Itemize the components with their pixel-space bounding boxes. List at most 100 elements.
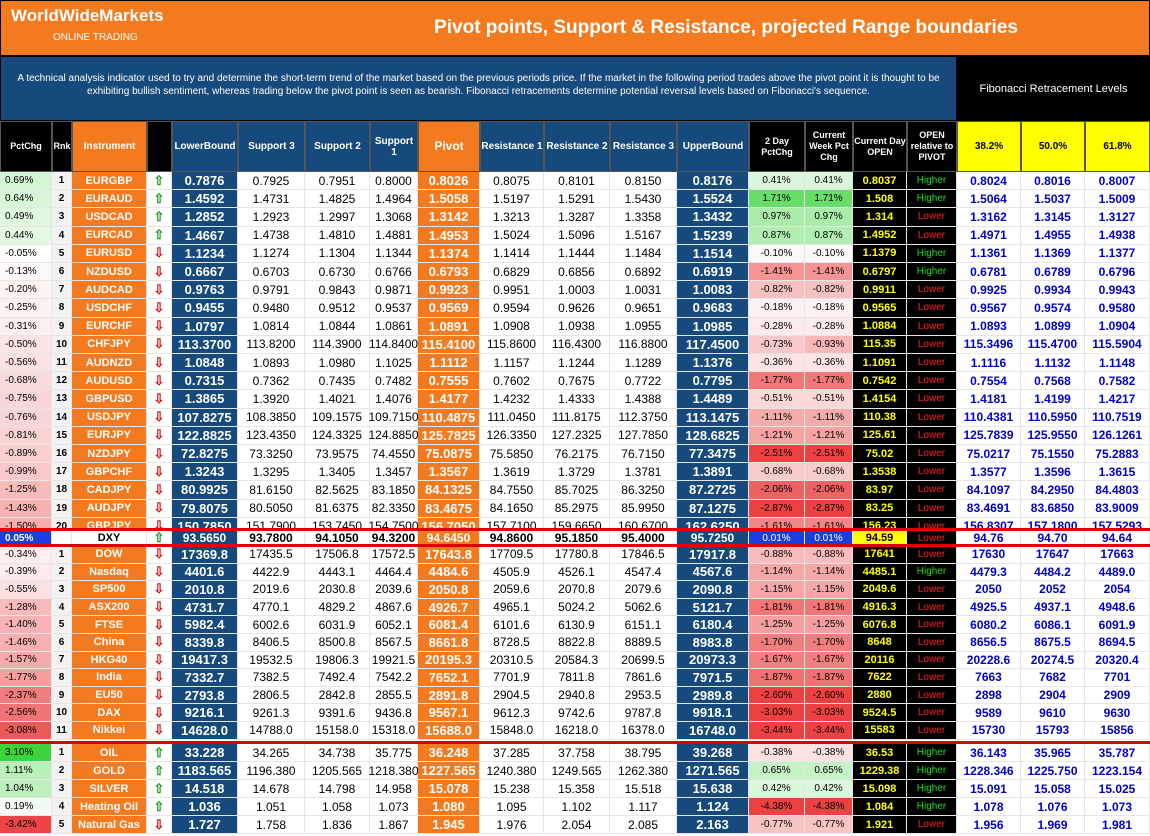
two-day-pct-change: -2.60% (749, 686, 805, 705)
page-title: Pivot points, Support & Resistance, proj… (434, 17, 1018, 38)
resistance-3: 9787.8 (610, 704, 677, 722)
table-row: -0.25% 8 USDCHF ⇩ 0.9455 0.9480 0.9512 0.9537 0.… (0, 299, 1150, 318)
table-row: -0.89% 16 NZDJPY ⇩ 72.8275 73.3250 73.9575 74.4… (0, 445, 1150, 464)
upper-bound: 1.5239 (677, 226, 749, 245)
upper-bound: 1.1514 (677, 244, 749, 263)
open-relative-pivot: Higher (907, 744, 957, 762)
open-price: 110.38 (853, 408, 907, 427)
arrow-down-icon: ⇩ (147, 263, 172, 282)
lower-bound: 1.0848 (172, 354, 238, 373)
fib-62: 2054 (1085, 581, 1150, 599)
fib-62: 2909 (1085, 686, 1150, 705)
open-relative-pivot: Higher (907, 172, 957, 191)
support-2: 0.7435 (305, 372, 370, 391)
arrow-up-icon: ⇧ (147, 226, 172, 245)
fib-50: 110.5950 (1021, 408, 1085, 427)
fib-62: 15856 (1085, 722, 1150, 740)
pct-change: -0.50% (0, 335, 52, 354)
upper-bound: 5121.7 (677, 598, 749, 617)
rank: 6 (52, 263, 72, 282)
open-relative-pivot: Higher (907, 190, 957, 209)
resistance-3: 1.4388 (610, 390, 677, 409)
resistance-2: 0.9626 (544, 299, 610, 318)
fib-38: 0.6781 (957, 263, 1021, 282)
instrument-name: ASX200 (72, 598, 147, 617)
week-pct-change: 0.42% (805, 780, 853, 798)
table-row: 0.64% 2 EURAUD ⇧ 1.4592 1.4731 1.4825 1.4964 1.5… (0, 190, 1150, 209)
resistance-3: 0.9651 (610, 299, 677, 318)
two-day-pct-change: -2.06% (749, 481, 805, 500)
support-2: 0.9843 (305, 281, 370, 300)
open-relative-pivot: Lower (907, 704, 957, 722)
support-3: 0.6703 (238, 263, 305, 282)
open-relative-pivot: Lower (907, 408, 957, 427)
upper-bound: 0.9683 (677, 299, 749, 318)
column-header: Support 1 (370, 121, 418, 172)
fib-38: 1228.346 (957, 762, 1021, 780)
resistance-1: 6101.6 (480, 616, 544, 634)
week-pct-change: -0.88% (805, 546, 853, 564)
open-price: 125.61 (853, 426, 907, 445)
pivot: 1.945 (418, 816, 480, 834)
resistance-2: 15.358 (544, 780, 610, 798)
resistance-1: 75.5850 (480, 445, 544, 464)
pct-change: -0.20% (0, 281, 52, 300)
pivot: 75.0875 (418, 445, 480, 464)
lower-bound: 93.5650 (172, 531, 238, 546)
fib-50: 115.4700 (1021, 335, 1085, 354)
instrument-name: Heating Oil (72, 798, 147, 816)
fib-38: 6080.2 (957, 616, 1021, 634)
upper-bound: 8983.8 (677, 634, 749, 652)
week-pct-change: -2.06% (805, 481, 853, 500)
section-divider (0, 544, 1150, 547)
rank: 5 (52, 816, 72, 834)
resistance-2: 1.4333 (544, 390, 610, 409)
week-pct-change: 1.71% (805, 190, 853, 209)
open-price: 0.8037 (853, 172, 907, 191)
lower-bound: 19417.3 (172, 651, 238, 670)
fib-50: 1.3145 (1021, 208, 1085, 227)
instrument-name: CADJPY (72, 481, 147, 500)
resistance-3: 1.0031 (610, 281, 677, 300)
pivot: 84.1325 (418, 481, 480, 500)
open-price: 2049.6 (853, 581, 907, 599)
lower-bound: 14628.0 (172, 722, 238, 740)
upper-bound: 1.1376 (677, 354, 749, 373)
support-1: 1.4076 (370, 390, 418, 409)
table-row: -3.42% 5 Natural Gas ⇩ 1.727 1.758 1.836 1.867 1… (0, 816, 1150, 834)
support-2: 17506.8 (305, 546, 370, 564)
pct-change: 1.11% (0, 762, 52, 780)
fib-50: 9610 (1021, 704, 1085, 722)
rank: 2 (52, 563, 72, 582)
resistance-3: 4547.4 (610, 563, 677, 582)
open-price: 0.9565 (853, 299, 907, 318)
pct-change: 0.44% (0, 226, 52, 245)
fib-62: 110.7519 (1085, 408, 1150, 427)
resistance-2: 4526.1 (544, 563, 610, 582)
upper-bound: 16748.0 (677, 722, 749, 740)
fib-50: 1.4199 (1021, 390, 1085, 409)
brand-subtitle: ONLINE TRADING (53, 32, 138, 43)
instrument-name: FTSE (72, 616, 147, 634)
resistance-2: 116.4300 (544, 335, 610, 354)
resistance-3: 20699.5 (610, 651, 677, 670)
support-2: 0.7951 (305, 172, 370, 191)
fib-50: 15.058 (1021, 780, 1085, 798)
rank: 2 (52, 762, 72, 780)
support-2: 94.1050 (305, 531, 370, 546)
instrument-name: China (72, 634, 147, 652)
lower-bound: 1.036 (172, 798, 238, 816)
pct-change: -0.99% (0, 463, 52, 482)
column-header: Support 2 (305, 121, 370, 172)
two-day-pct-change: -1.25% (749, 616, 805, 634)
resistance-3: 1.0955 (610, 317, 677, 336)
resistance-1: 8728.5 (480, 634, 544, 652)
resistance-3: 1.117 (610, 798, 677, 816)
table-row: -1.43% 19 AUDJPY ⇩ 79.8075 80.5050 81.6375 82.3… (0, 499, 1150, 518)
resistance-1: 9612.3 (480, 704, 544, 722)
arrow-up-icon: ⇧ (147, 172, 172, 191)
two-day-pct-change: -3.03% (749, 704, 805, 722)
pivot: 0.7555 (418, 372, 480, 391)
week-pct-change: -0.28% (805, 317, 853, 336)
brand-name: WorldWideMarkets (11, 6, 164, 25)
